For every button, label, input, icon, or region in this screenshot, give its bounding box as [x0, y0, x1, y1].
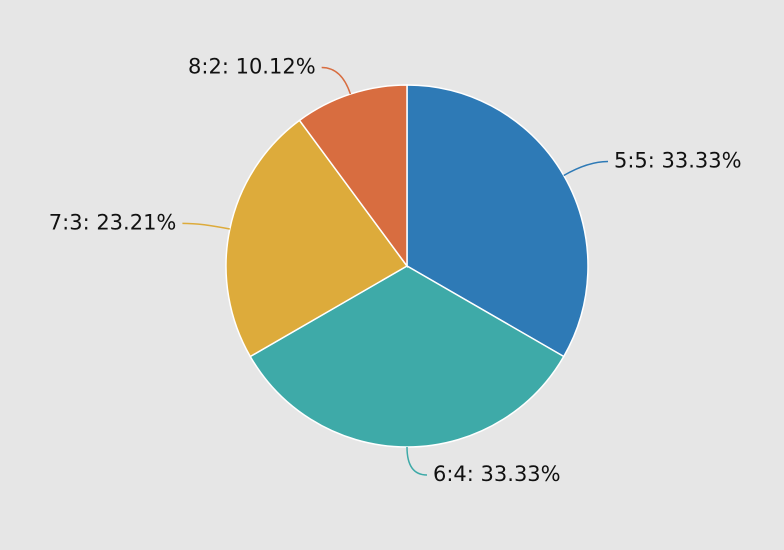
leader-line — [406, 446, 428, 476]
leader-line — [321, 66, 352, 95]
pie-slice — [298, 84, 408, 269]
leader-line — [563, 160, 608, 177]
data-label: 8:2: 10.12% — [188, 54, 316, 78]
data-label: 5:5: 33.33% — [614, 149, 742, 173]
leader-line — [182, 222, 230, 230]
data-label: 7:3: 23.21% — [49, 210, 177, 234]
data-label: 6:4: 33.33% — [433, 462, 561, 486]
